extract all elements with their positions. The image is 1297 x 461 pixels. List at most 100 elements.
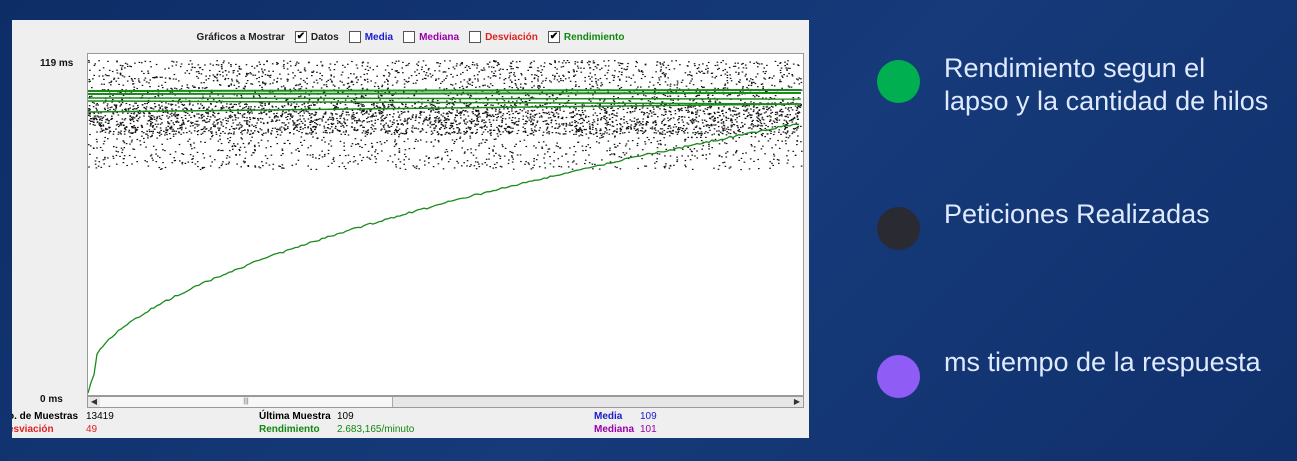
data-point bbox=[654, 129, 657, 131]
data-point bbox=[351, 115, 354, 117]
data-point bbox=[100, 112, 102, 114]
data-point bbox=[700, 136, 702, 138]
data-point bbox=[251, 65, 253, 67]
data-point bbox=[109, 106, 112, 109]
data-point bbox=[581, 134, 584, 137]
data-point bbox=[753, 105, 755, 107]
data-point bbox=[580, 117, 582, 120]
data-point bbox=[367, 150, 370, 152]
data-point bbox=[663, 137, 665, 139]
data-point bbox=[667, 127, 669, 130]
data-point bbox=[580, 114, 582, 116]
data-point bbox=[516, 100, 518, 102]
data-point bbox=[686, 132, 689, 134]
data-point bbox=[449, 125, 452, 127]
data-point bbox=[585, 128, 587, 131]
data-point bbox=[470, 164, 472, 166]
data-point bbox=[124, 91, 127, 93]
data-point bbox=[785, 120, 788, 122]
data-point bbox=[565, 125, 568, 127]
checkbox-datos-box[interactable]: ✔ bbox=[294, 31, 307, 43]
data-point bbox=[634, 108, 636, 110]
data-point bbox=[219, 138, 221, 140]
data-point bbox=[167, 112, 169, 114]
data-point bbox=[762, 145, 764, 147]
data-point bbox=[546, 112, 549, 115]
data-point bbox=[587, 144, 590, 146]
data-point bbox=[669, 83, 672, 85]
data-point bbox=[732, 154, 735, 156]
checkbox-mediana[interactable]: Mediana bbox=[403, 31, 459, 43]
data-point bbox=[193, 142, 195, 144]
data-point bbox=[193, 114, 196, 117]
data-point bbox=[678, 128, 681, 130]
data-point bbox=[155, 63, 158, 66]
data-point bbox=[180, 88, 183, 90]
data-point bbox=[106, 105, 109, 107]
checkbox-datos[interactable]: ✔ Datos bbox=[294, 31, 339, 43]
checkbox-media[interactable]: Media bbox=[348, 31, 393, 43]
data-point bbox=[407, 138, 409, 140]
data-point bbox=[794, 105, 797, 107]
data-point bbox=[292, 77, 295, 79]
data-point bbox=[201, 120, 204, 122]
data-point bbox=[319, 124, 321, 126]
data-point bbox=[312, 156, 314, 158]
data-point bbox=[182, 132, 185, 134]
data-point bbox=[89, 123, 91, 125]
data-point bbox=[382, 74, 385, 77]
data-point bbox=[399, 167, 402, 169]
data-point bbox=[510, 127, 512, 129]
data-point bbox=[141, 126, 144, 128]
data-point bbox=[124, 128, 126, 130]
data-point bbox=[600, 134, 603, 137]
data-point bbox=[536, 121, 538, 123]
data-point bbox=[452, 97, 454, 99]
checkbox-mediana-box[interactable] bbox=[403, 31, 416, 43]
data-point bbox=[555, 98, 557, 101]
data-point bbox=[444, 121, 447, 124]
data-point bbox=[212, 115, 215, 117]
data-point bbox=[446, 75, 448, 77]
data-point bbox=[126, 80, 129, 82]
data-point bbox=[417, 64, 419, 67]
checkbox-rendimiento-box[interactable]: ✔ bbox=[547, 31, 560, 43]
data-point bbox=[194, 127, 196, 129]
data-point bbox=[151, 157, 153, 159]
data-point bbox=[169, 78, 171, 80]
data-point bbox=[197, 165, 199, 168]
data-point bbox=[741, 63, 743, 65]
checkbox-desviacion-label: Desviación bbox=[485, 31, 538, 43]
data-point bbox=[292, 124, 295, 126]
data-point bbox=[295, 149, 297, 151]
data-point bbox=[142, 112, 145, 114]
data-point bbox=[681, 107, 683, 109]
data-point bbox=[208, 106, 210, 108]
data-point bbox=[106, 103, 109, 105]
checkbox-desviacion-box[interactable] bbox=[469, 31, 482, 43]
data-point bbox=[640, 71, 643, 73]
data-point bbox=[653, 113, 656, 115]
data-point bbox=[434, 139, 436, 141]
data-point bbox=[332, 123, 335, 125]
data-point bbox=[790, 86, 793, 88]
data-point bbox=[727, 132, 730, 134]
data-point bbox=[212, 123, 214, 125]
data-point bbox=[215, 120, 218, 122]
checkbox-desviacion[interactable]: Desviación bbox=[469, 31, 538, 43]
data-point bbox=[497, 128, 500, 130]
data-point bbox=[311, 121, 313, 123]
data-point bbox=[413, 95, 415, 97]
data-point bbox=[628, 131, 630, 133]
data-point bbox=[405, 129, 408, 131]
data-point bbox=[456, 94, 459, 96]
data-point bbox=[387, 160, 389, 162]
data-point bbox=[249, 111, 251, 113]
data-point bbox=[445, 132, 448, 134]
data-point bbox=[440, 114, 443, 116]
checkbox-media-box[interactable] bbox=[348, 31, 361, 43]
data-point bbox=[256, 122, 258, 124]
data-point bbox=[640, 130, 642, 132]
checkbox-rendimiento[interactable]: ✔ Rendimiento bbox=[547, 31, 624, 43]
data-point bbox=[388, 75, 390, 77]
